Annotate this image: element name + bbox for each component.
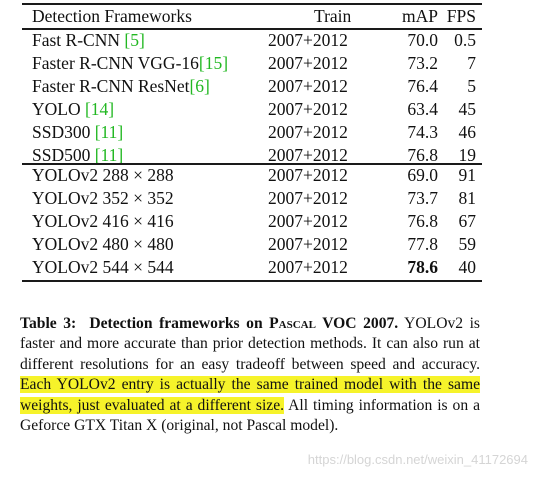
- table-row: Faster R-CNN ResNet[6] 2007+2012 76.4 5: [22, 75, 482, 98]
- map-cell-best: 78.6: [407, 257, 438, 277]
- top-rule: [22, 3, 482, 5]
- framework-name: Fast R-CNN [5]: [32, 30, 145, 50]
- framework-name: Faster R-CNN VGG-16[15]: [32, 53, 229, 73]
- fps-cell: 81: [458, 188, 477, 208]
- table-row: Faster R-CNN VGG-16[15] 2007+2012 73.2 7: [22, 52, 482, 75]
- table-row: YOLOv2 352 × 352 2007+2012 73.7 81: [22, 187, 482, 210]
- train-cell: 2007+2012: [268, 145, 348, 165]
- framework-name: SSD500 [11]: [32, 145, 124, 165]
- watermark: https://blog.csdn.net/weixin_41172694: [307, 452, 528, 467]
- train-cell: 2007+2012: [268, 188, 348, 208]
- citation-link[interactable]: [14]: [84, 99, 115, 119]
- header-detection-frameworks: Detection Frameworks: [32, 6, 192, 26]
- table-row: Fast R-CNN [5] 2007+2012 70.0 0.5: [22, 29, 482, 52]
- framework-name: YOLOv2 288 × 288: [32, 165, 174, 185]
- framework-name: YOLOv2 480 × 480: [32, 234, 174, 254]
- header-fps: FPS: [446, 6, 476, 26]
- fps-cell: 19: [458, 145, 477, 165]
- fps-cell: 40: [458, 257, 477, 277]
- map-cell: 76.8: [407, 211, 438, 231]
- train-cell: 2007+2012: [268, 30, 348, 50]
- table-row: YOLOv2 416 × 416 2007+2012 76.8 67: [22, 210, 482, 233]
- fps-cell: 7: [467, 53, 476, 73]
- framework-name: YOLOv2 352 × 352: [32, 188, 174, 208]
- train-cell: 2007+2012: [268, 53, 348, 73]
- map-cell: 76.4: [407, 76, 438, 96]
- map-cell: 73.2: [407, 53, 438, 73]
- map-cell: 69.0: [407, 165, 438, 185]
- table-row: SSD300 [11] 2007+2012 74.3 46: [22, 121, 482, 144]
- train-cell: 2007+2012: [268, 99, 348, 119]
- citation-link[interactable]: [15]: [198, 53, 229, 73]
- map-cell: 76.8: [407, 145, 438, 165]
- caption-tail: All timing information is on a Geforce G…: [20, 396, 480, 435]
- map-cell: 70.0: [407, 30, 438, 50]
- caption-title: Detection frameworks on Pascal VOC 2007.: [89, 315, 399, 332]
- citation-link[interactable]: [5]: [124, 30, 145, 50]
- map-cell: 73.7: [407, 188, 438, 208]
- framework-name: SSD300 [11]: [32, 122, 124, 142]
- table-header-row: Detection Frameworks Train mAP FPS: [22, 5, 482, 28]
- train-cell: 2007+2012: [268, 211, 348, 231]
- table-row: YOLOv2 480 × 480 2007+2012 77.8 59: [22, 233, 482, 256]
- section-rule: [22, 163, 482, 165]
- table-caption: Table 3: Detection frameworks on Pascal …: [20, 314, 480, 436]
- caption-label: Table 3:: [20, 315, 77, 332]
- caption-body: YOLOv2 is faster and more accurate than …: [20, 315, 480, 373]
- citation-link[interactable]: [11]: [94, 122, 124, 142]
- train-cell: 2007+2012: [268, 234, 348, 254]
- train-cell: 2007+2012: [268, 257, 348, 277]
- framework-name: YOLOv2 416 × 416: [32, 211, 174, 231]
- train-cell: 2007+2012: [268, 165, 348, 185]
- header-train: Train: [314, 6, 352, 26]
- header-map: mAP: [402, 6, 438, 26]
- framework-name: YOLO [14]: [32, 99, 115, 119]
- map-cell: 77.8: [407, 234, 438, 254]
- fps-cell: 46: [458, 122, 477, 142]
- fps-cell: 91: [458, 165, 477, 185]
- fps-cell: 0.5: [454, 30, 476, 50]
- train-cell: 2007+2012: [268, 122, 348, 142]
- fps-cell: 59: [458, 234, 477, 254]
- table-row: SSD500 [11] 2007+2012 76.8 19: [22, 144, 482, 167]
- fps-cell: 45: [458, 99, 477, 119]
- map-cell: 63.4: [407, 99, 438, 119]
- train-cell: 2007+2012: [268, 76, 348, 96]
- table-row: YOLO [14] 2007+2012 63.4 45: [22, 98, 482, 121]
- map-cell: 74.3: [407, 122, 438, 142]
- framework-name: Faster R-CNN ResNet[6]: [32, 76, 210, 96]
- table-row: YOLOv2 288 × 288 2007+2012 69.0 91: [22, 164, 482, 187]
- citation-link[interactable]: [11]: [94, 145, 124, 165]
- bottom-rule: [22, 280, 482, 282]
- fps-cell: 5: [467, 76, 476, 96]
- framework-name: YOLOv2 544 × 544: [32, 257, 174, 277]
- citation-link[interactable]: [6]: [189, 76, 210, 96]
- table-row: YOLOv2 544 × 544 2007+2012 78.6 40: [22, 256, 482, 279]
- header-rule: [22, 28, 482, 30]
- fps-cell: 67: [458, 211, 477, 231]
